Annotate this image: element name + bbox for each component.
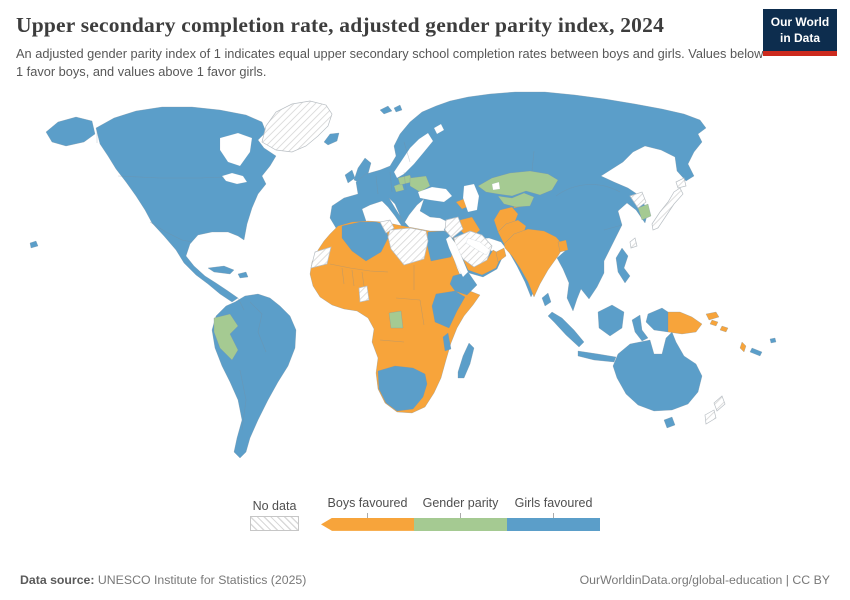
legend-no-data[interactable]: No data — [250, 499, 299, 531]
data-source-value: UNESCO Institute for Statistics (2025) — [94, 573, 307, 587]
legend-label-boys-favoured: Boys favoured — [327, 495, 408, 510]
data-source-label: Data source: — [20, 573, 95, 587]
black-sea — [417, 186, 453, 203]
legend-swatch-girls-favoured[interactable] — [507, 517, 600, 531]
legend-tick — [367, 512, 368, 518]
great-lakes — [221, 172, 248, 185]
legend-no-data-swatch[interactable] — [250, 515, 299, 531]
white-sea — [433, 123, 445, 135]
inland-seas — [219, 123, 501, 278]
caspian-sea — [462, 183, 480, 213]
persian-gulf — [465, 237, 491, 256]
baltic-sea — [393, 132, 434, 179]
country-borders — [96, 129, 623, 430]
legend-segment-girls-favoured[interactable]: Girls favoured — [507, 496, 600, 531]
map-container — [0, 82, 850, 490]
aral-sea — [491, 181, 501, 191]
legend-label-gender-parity: Gender parity — [422, 495, 499, 510]
legend-label-girls-favoured: Girls favoured — [514, 495, 593, 510]
legend-segment-gender-parity[interactable]: Gender parity — [414, 496, 507, 531]
legend-tick — [553, 512, 554, 518]
legend-no-data-label: No data — [252, 498, 297, 513]
owid-logo: Our World in Data — [763, 9, 837, 57]
legend-swatch-gender-parity[interactable] — [414, 517, 507, 531]
legend-swatch-boys-favoured[interactable] — [321, 517, 414, 531]
red-sea — [445, 235, 469, 278]
owid-logo-line2: in Data — [779, 30, 820, 45]
chart-header: Upper secondary completion rate, adjuste… — [0, 0, 850, 82]
chart-subtitle: An adjusted gender parity index of 1 ind… — [16, 45, 764, 80]
legend-tick — [460, 512, 461, 518]
data-source: Data source: UNESCO Institute for Statis… — [20, 573, 306, 587]
legend-segment-boys-favoured[interactable]: Boys favoured — [321, 496, 414, 531]
regions-gender-parity[interactable] — [213, 170, 652, 361]
regions-no-data[interactable] — [261, 100, 726, 425]
world-map[interactable] — [0, 82, 850, 490]
page-title: Upper secondary completion rate, adjuste… — [16, 13, 665, 37]
map-legend: No data Boys favoured Gender parity Girl… — [0, 496, 850, 531]
legend-color-bar: Boys favoured Gender parity Girls favour… — [321, 496, 600, 531]
owid-logo-line1: Our World — [770, 15, 830, 29]
chart-footer: Data source: UNESCO Institute for Statis… — [0, 567, 850, 600]
hudson-bay — [219, 132, 253, 167]
owid-url-link[interactable]: OurWorldinData.org/global-education | CC… — [579, 573, 830, 587]
